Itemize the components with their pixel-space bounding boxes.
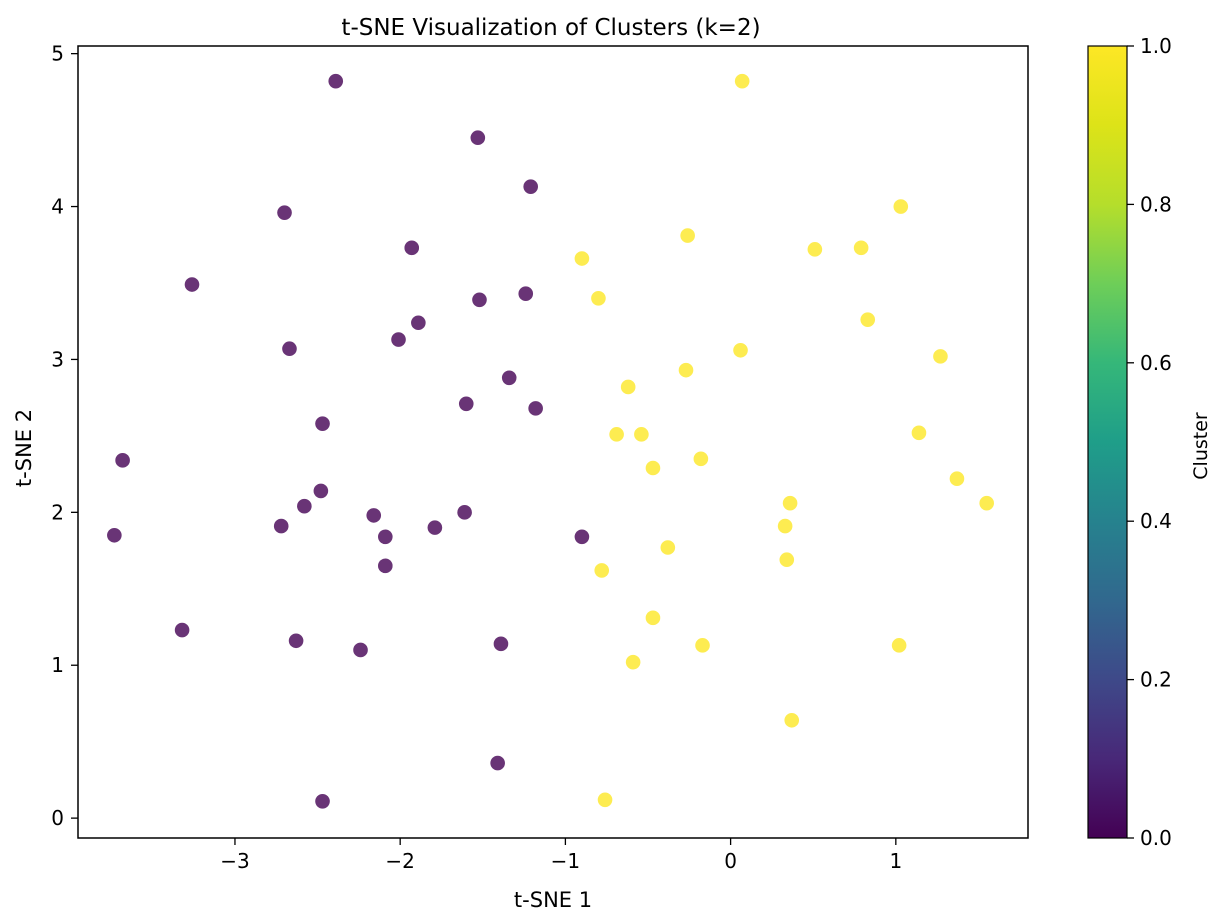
cluster-0-point (490, 755, 505, 771)
x-tick-label: −3 (220, 849, 249, 873)
cluster-1-point (678, 362, 694, 378)
cluster-0-point (273, 518, 289, 534)
cluster-1-point (594, 563, 610, 578)
x-tick-label: 1 (889, 849, 902, 873)
cluster-1-point (597, 792, 613, 808)
cluster-0-point (472, 292, 487, 308)
colorbar-tick-label: 0.2 (1140, 668, 1172, 692)
cluster-0-point (523, 179, 538, 194)
cluster-0-point (277, 205, 292, 220)
cluster-0-point (391, 332, 406, 347)
colorbar-tick-label: 0.6 (1140, 351, 1172, 375)
x-tick-label: −2 (385, 849, 414, 873)
cluster-0-point (115, 453, 130, 468)
cluster-1-point (734, 73, 750, 89)
cluster-1-point (891, 638, 907, 653)
cluster-0-point (282, 341, 297, 357)
x-tick-label: −1 (551, 849, 580, 873)
cluster-0-point (378, 529, 393, 545)
cluster-1-point (634, 427, 649, 442)
y-tick-label: 0 (51, 806, 64, 830)
cluster-0-point (518, 286, 534, 301)
colorbar-tick-label: 1.0 (1140, 34, 1172, 58)
cluster-1-point (949, 471, 965, 486)
cluster-1-point (853, 240, 869, 256)
cluster-0-point (174, 622, 190, 638)
cluster-0-point (288, 633, 304, 649)
cluster-1-point (784, 712, 800, 728)
cluster-1-point (807, 242, 823, 257)
y-axis-ticks: 0 1 2 3 4 5 (51, 42, 78, 830)
cluster-0-point (184, 277, 200, 292)
colorbar-label: Cluster (1190, 412, 1212, 480)
cluster-1-point (782, 495, 798, 511)
y-tick-label: 5 (51, 42, 64, 66)
cluster-0-point (107, 527, 122, 543)
cluster-1-point (911, 425, 927, 441)
colorbar (1087, 45, 1128, 839)
cluster-0-point (457, 505, 472, 520)
cluster-1-point (933, 349, 948, 364)
plot-frame (77, 45, 1029, 839)
cluster-0-point (378, 558, 393, 574)
cluster-1-point (779, 552, 795, 568)
colorbar-tick-label: 0.4 (1140, 509, 1172, 533)
cluster-0-point (297, 498, 312, 514)
cluster-0-point (315, 416, 330, 431)
x-axis-ticks: −3 −2 −1 0 1 (220, 838, 902, 873)
cluster-1-point (625, 654, 641, 670)
cluster-1-point (645, 610, 661, 626)
cluster-0-point (411, 315, 426, 331)
colorbar-tick-label: 0.8 (1140, 192, 1172, 216)
cluster-1-point (660, 540, 676, 555)
cluster-0-point (493, 636, 509, 652)
cluster-1-point (574, 251, 590, 266)
cluster-1-point (777, 518, 793, 534)
colorbar-ticks: 0.0 0.2 0.4 0.6 0.8 1.0 (1127, 34, 1172, 850)
cluster-0-point (404, 240, 420, 256)
y-tick-label: 2 (51, 500, 64, 524)
cluster-0-point (458, 396, 474, 412)
cluster-1-point (609, 427, 624, 442)
cluster-1-point (680, 228, 695, 243)
cluster-0-point (353, 642, 368, 658)
y-tick-label: 1 (51, 653, 64, 677)
cluster-1-point (645, 460, 661, 476)
cluster-1-point (733, 342, 748, 358)
cluster-0-point (328, 73, 344, 89)
cluster-1-point (591, 290, 606, 306)
cluster-0-point (470, 130, 486, 146)
cluster-1-point (893, 199, 909, 214)
cluster-0-point (315, 794, 330, 809)
y-tick-label: 4 (51, 195, 64, 219)
x-axis-label: t-SNE 1 (514, 888, 592, 912)
cluster-0-point (528, 401, 543, 416)
cluster-0-point (574, 529, 590, 545)
x-tick-label: 0 (724, 849, 737, 873)
points-layer (107, 73, 994, 809)
cluster-0-point (501, 370, 517, 386)
cluster-1-point (693, 451, 709, 467)
cluster-1-point (695, 638, 710, 653)
cluster-0-point (427, 520, 443, 535)
cluster-0-point (313, 483, 329, 499)
cluster-1-point (979, 495, 994, 511)
cluster-0-point (366, 508, 382, 523)
cluster-1-point (620, 379, 636, 395)
y-tick-label: 3 (51, 347, 64, 371)
y-axis-label: t-SNE 2 (12, 409, 36, 487)
colorbar-tick-label: 0.0 (1140, 826, 1172, 850)
chart-title: t-SNE Visualization of Clusters (k=2) (341, 15, 760, 41)
cluster-1-point (860, 312, 876, 327)
